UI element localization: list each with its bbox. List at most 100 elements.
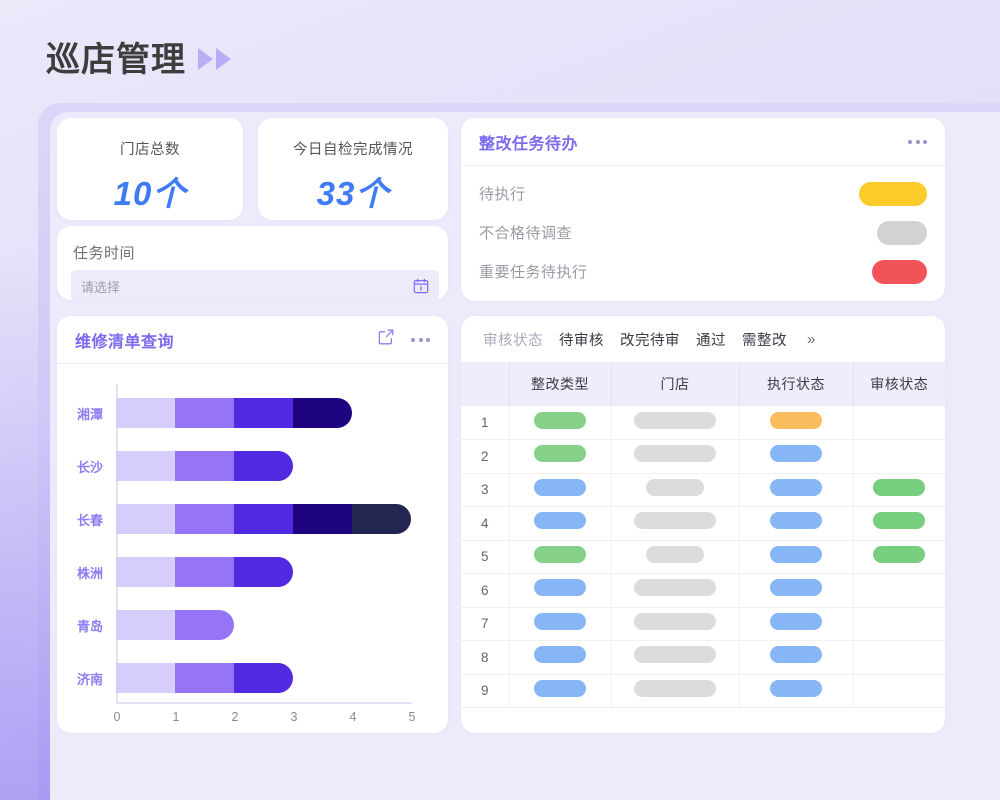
tabs-overflow-icon[interactable]: »: [807, 330, 816, 348]
cell-type: [509, 573, 612, 608]
cell-exec-pill: [770, 545, 822, 563]
chart-bar-segment: [234, 663, 293, 693]
chart-bar-segment: [293, 504, 352, 534]
cell-audit: [853, 540, 945, 574]
cell-store: [611, 540, 740, 574]
column-header-store[interactable]: 门店: [611, 362, 740, 406]
row-index: 8: [461, 640, 510, 675]
stat-value: 33个: [316, 175, 390, 212]
cell-type: [509, 674, 612, 708]
cell-exec: [739, 540, 854, 574]
cell-type: [509, 473, 612, 507]
table-row[interactable]: 2: [461, 439, 945, 474]
stacked-bar-chart: 湘潭 长沙 长春: [57, 376, 448, 726]
tabs-filter-label: 审核状态: [483, 332, 543, 349]
chart-y-axis: [116, 384, 118, 704]
task-time-card: 任务时间 请选择: [57, 226, 448, 302]
chart-x-axis: [116, 702, 412, 704]
cell-store: [611, 439, 740, 474]
chart-bar-segment: [234, 398, 293, 428]
chart-bar-segment: [175, 663, 234, 693]
chart-bar-segment: [352, 504, 411, 534]
table-row[interactable]: 9: [461, 674, 945, 708]
cell-exec-pill: [770, 512, 822, 530]
cell-exec-pill: [770, 478, 822, 496]
chart-bar-segment: [175, 610, 234, 640]
todo-panel-title: 整改任务待办: [479, 135, 579, 153]
cell-store-pill: [634, 646, 716, 664]
row-index: 6: [461, 573, 510, 608]
chart-bar-segment: [116, 557, 175, 587]
todo-status-pill: [859, 181, 927, 206]
todo-row[interactable]: 不合格待调查: [461, 213, 945, 252]
chart-bar-segment: [234, 451, 293, 481]
tab-fixed-pending[interactable]: 改完待审: [620, 332, 680, 349]
share-export-icon[interactable]: [377, 328, 395, 351]
tab-needs-fix[interactable]: 需整改: [742, 332, 787, 349]
chart-panel-header: 维修清单查询: [57, 316, 448, 364]
todo-panel-header: 整改任务待办: [461, 118, 945, 166]
column-header-type[interactable]: 整改类型: [509, 362, 612, 406]
chart-panel-title: 维修清单查询: [75, 333, 175, 351]
chart-bar-track: [113, 663, 413, 693]
chart-bar-track: [113, 398, 413, 428]
chart-bar-segment: [175, 451, 234, 481]
chart-bar-row: 株洲: [57, 557, 413, 587]
cell-exec-pill: [770, 579, 822, 597]
chart-bar-row: 长沙: [57, 451, 413, 481]
table-row[interactable]: 3: [461, 473, 945, 507]
row-index: 5: [461, 540, 510, 574]
cell-exec-pill: [770, 679, 822, 697]
row-index: 7: [461, 607, 510, 641]
stat-card-today-selfcheck: 今日自检完成情况 33个: [258, 118, 448, 220]
table-row[interactable]: 5: [461, 540, 945, 574]
cell-store: [611, 473, 740, 507]
chart-bar-row: 济南: [57, 663, 413, 693]
tab-passed[interactable]: 通过: [696, 332, 726, 349]
cell-exec: [739, 607, 854, 641]
row-index: 2: [461, 439, 510, 474]
column-header-audit[interactable]: 审核状态: [853, 362, 945, 406]
chart-x-tick: 5: [408, 710, 416, 724]
table-row[interactable]: 4: [461, 506, 945, 541]
chart-x-tick: 4: [349, 710, 357, 724]
cell-type: [509, 439, 612, 474]
cell-type-pill: [534, 512, 586, 530]
cell-exec-pill: [770, 445, 822, 463]
cell-exec: [739, 573, 854, 608]
column-header-index: [461, 362, 510, 406]
cell-store: [611, 674, 740, 708]
calendar-icon[interactable]: [413, 278, 429, 294]
cell-exec: [739, 406, 854, 440]
task-time-input[interactable]: 请选择: [71, 270, 439, 302]
cell-type: [509, 640, 612, 675]
cell-type-pill: [534, 545, 586, 563]
tab-pending-review[interactable]: 待审核: [559, 332, 604, 349]
more-dots-icon[interactable]: [908, 139, 927, 144]
cell-store-pill: [634, 579, 716, 597]
table-row[interactable]: 8: [461, 640, 945, 675]
table-row[interactable]: 7: [461, 607, 945, 641]
chart-bar-segment: [293, 398, 352, 428]
row-index: 3: [461, 473, 510, 507]
table-row[interactable]: 1: [461, 406, 945, 440]
cell-store-pill: [634, 679, 716, 697]
todo-row[interactable]: 待执行: [461, 174, 945, 213]
cell-exec: [739, 674, 854, 708]
todo-status-pill: [872, 259, 927, 284]
page-title: 巡店管理: [46, 32, 231, 81]
todo-row[interactable]: 重要任务待执行: [461, 252, 945, 291]
chart-category-label: 株洲: [76, 565, 103, 581]
cell-audit: [853, 640, 945, 675]
cell-audit-pill: [873, 512, 926, 530]
cell-type-pill: [534, 445, 586, 463]
table-row[interactable]: 6: [461, 573, 945, 608]
cell-store-pill: [634, 612, 716, 630]
cell-type-pill: [534, 478, 586, 496]
cell-audit: [853, 506, 945, 541]
cell-type-pill: [534, 411, 586, 429]
more-dots-icon[interactable]: [411, 337, 430, 342]
column-header-exec[interactable]: 执行状态: [739, 362, 854, 406]
cell-exec: [739, 439, 854, 474]
